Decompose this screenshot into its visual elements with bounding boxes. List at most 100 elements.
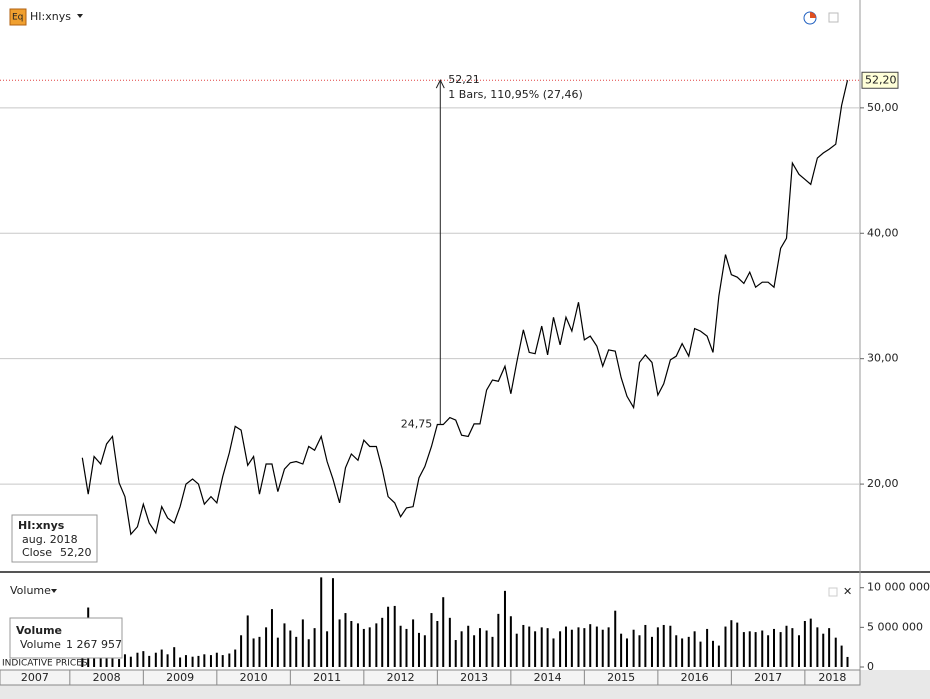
- y-tick-label: 5 000 000: [867, 620, 923, 633]
- volume-bar: [399, 625, 402, 667]
- volume-bar: [381, 617, 384, 667]
- volume-bar: [154, 652, 157, 667]
- volume-bar: [687, 636, 690, 667]
- volume-bar: [767, 635, 770, 667]
- volume-bar: [295, 636, 298, 667]
- x-tick-label: 2013: [460, 671, 488, 684]
- volume-bar: [423, 635, 426, 667]
- volume-bar: [699, 641, 702, 667]
- volume-bar: [417, 632, 420, 667]
- volume-bar: [228, 653, 231, 667]
- volume-bar: [362, 628, 365, 667]
- x-tick-label: 2007: [21, 671, 49, 684]
- volume-bar: [326, 631, 329, 667]
- volume-bar: [736, 622, 739, 667]
- volume-bar: [252, 638, 255, 667]
- volume-bar: [828, 628, 831, 667]
- volume-bar: [412, 619, 415, 667]
- volume-bar: [111, 655, 114, 667]
- legend-title: Volume: [16, 624, 62, 637]
- volume-bar: [448, 617, 451, 667]
- window-icon[interactable]: [828, 587, 838, 597]
- legend-date: aug. 2018: [22, 533, 78, 546]
- x-tick-label: 2015: [607, 671, 635, 684]
- pie-icon-slice: [810, 12, 816, 18]
- volume-bar: [148, 655, 151, 667]
- y-tick-label: 40,00: [867, 226, 899, 239]
- volume-bar: [93, 651, 96, 667]
- eq-icon[interactable]: [9, 8, 27, 26]
- volume-bar: [215, 652, 218, 667]
- price-line: [81, 80, 849, 536]
- volume-bar: [467, 625, 470, 667]
- annotation-end: 52,21: [448, 73, 480, 86]
- volume-bar: [221, 655, 224, 667]
- volume-bar: [246, 615, 249, 667]
- dropdown[interactable]: [77, 14, 83, 18]
- volume-bar: [681, 638, 684, 667]
- volume-bar: [350, 621, 353, 667]
- volume-bar: [160, 649, 163, 667]
- volume-bar: [675, 635, 678, 667]
- window-icon[interactable]: [828, 12, 839, 23]
- volume-bar: [583, 628, 586, 667]
- volume-bar: [478, 628, 481, 667]
- x-tick-label: 2018: [818, 671, 846, 684]
- volume-bar: [105, 657, 108, 667]
- volume-bar: [118, 659, 121, 667]
- volume-bar: [142, 651, 145, 667]
- volume-title[interactable]: Volume: [10, 584, 51, 597]
- close-icon[interactable]: ✕: [843, 585, 852, 598]
- volume-bar: [742, 632, 745, 667]
- last-price-label: 52,20: [865, 73, 897, 86]
- volume-bar: [509, 616, 512, 667]
- volume-bar: [283, 623, 286, 667]
- volume-bar: [331, 578, 334, 667]
- volume-bar: [405, 628, 408, 667]
- volume-bar: [166, 654, 169, 667]
- volume-bar: [289, 630, 292, 667]
- volume-bar: [307, 639, 310, 667]
- legend-title: HI:xnys: [18, 519, 65, 532]
- eq-icon-text: Eq: [12, 13, 23, 23]
- volume-bar: [129, 656, 132, 667]
- x-tick-label: 2016: [681, 671, 709, 684]
- volume-bar: [301, 619, 304, 667]
- x-tick-label: 2010: [240, 671, 268, 684]
- volume-bar: [368, 627, 371, 667]
- legend-box: [11, 514, 98, 563]
- volume-bar: [638, 635, 641, 667]
- volume-bar: [552, 638, 555, 667]
- volume-bar: [644, 624, 647, 667]
- volume-bar: [338, 619, 341, 667]
- volume-bar: [485, 630, 488, 667]
- volume-bar: [515, 633, 518, 667]
- chart-title[interactable]: HI:xnys: [30, 10, 71, 23]
- footer-note: INDICATIVE PRICES: [2, 659, 88, 669]
- volume-bar: [748, 631, 751, 667]
- dropdown[interactable]: [51, 589, 57, 593]
- volume-bar: [570, 629, 573, 667]
- volume-bar: [773, 628, 775, 667]
- volume-bar: [559, 631, 562, 667]
- overlays: HI:xnys aug. 2018 Close 52,20 Volume Vol…: [2, 514, 123, 669]
- x-tick-label: 2008: [93, 671, 121, 684]
- volume-bar: [816, 627, 819, 667]
- volume-bar: [730, 620, 733, 667]
- volume-bar: [595, 626, 598, 667]
- volume-bar: [834, 637, 837, 667]
- volume-bar: [99, 652, 102, 667]
- volume-bar: [540, 627, 543, 667]
- volume-bar: [473, 635, 476, 667]
- volume-bar: [387, 606, 390, 667]
- volume-bar: [258, 636, 261, 667]
- volume-bar: [191, 656, 194, 667]
- volume-bar: [209, 655, 212, 667]
- volume-bar: [662, 624, 665, 667]
- volume-bar: [761, 630, 764, 667]
- arrow-head: [435, 79, 445, 89]
- legend-label: Close: [22, 546, 52, 559]
- volume-bar: [803, 621, 806, 667]
- x-tick-label: 2014: [534, 671, 562, 684]
